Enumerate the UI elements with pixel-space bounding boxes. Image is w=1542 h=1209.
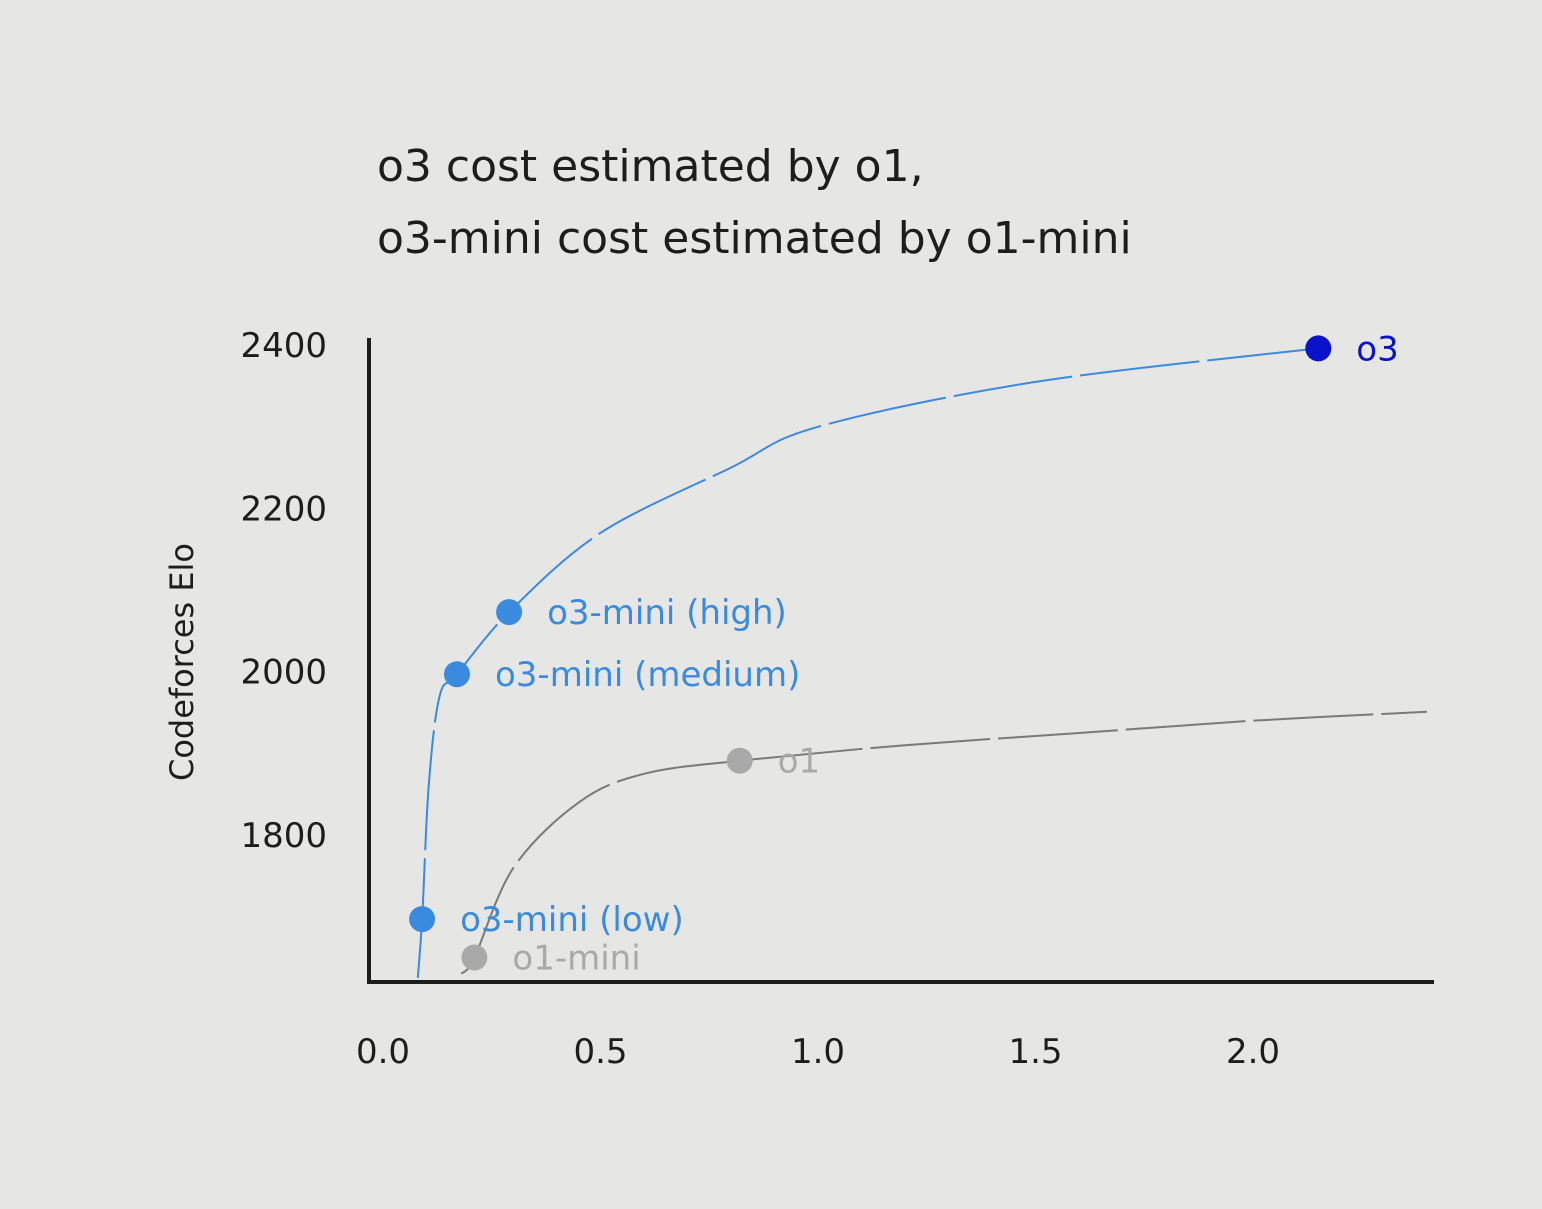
y-tick-label-2000: 2000 — [240, 653, 327, 693]
point-label-o3-mini-low: o3-mini (low) — [460, 900, 684, 940]
point-o3-mini-low — [409, 906, 436, 933]
point-o3-mini-medium — [444, 661, 470, 688]
point-label-o1-mini: o1-mini — [512, 939, 640, 979]
point-label-o3: o3 — [1356, 329, 1398, 369]
y-tick-label-2200: 2200 — [240, 490, 327, 530]
x-tick-label-2-0: 2.0 — [1226, 1032, 1280, 1072]
trend-line-1 — [416, 347, 1319, 978]
data-points — [409, 335, 1332, 971]
data-point-labels: o3-mini (low) o3-mini (medium) o3-mini (hi… — [460, 329, 1399, 978]
chart-title-line-1: o3 cost estimated by o1, — [377, 141, 924, 192]
x-tick-labels: 0.0 0.5 1.0 1.5 2.0 — [356, 1032, 1280, 1072]
y-tick-label-1800: 1800 — [240, 816, 327, 856]
trend-line-2 — [460, 710, 1428, 975]
y-tick-label-2400: 2400 — [240, 326, 327, 366]
x-tick-label-1-5: 1.5 — [1008, 1032, 1062, 1072]
y-tick-labels: 1800 2000 2200 2400 — [240, 326, 327, 856]
chart-title-line-2: o3-mini cost estimated by o1-mini — [377, 213, 1132, 264]
point-o3-mini-high — [496, 599, 523, 626]
x-tick-label-0-5: 0.5 — [573, 1032, 627, 1072]
point-o3 — [1305, 335, 1332, 362]
trend-lines — [416, 347, 1428, 978]
point-o1 — [726, 747, 753, 774]
point-label-o3-mini-medium: o3-mini (medium) — [495, 655, 800, 695]
x-tick-label-1-0: 1.0 — [791, 1032, 845, 1072]
point-label-o1: o1 — [778, 742, 820, 782]
y-axis-title: Codeforces Elo — [163, 543, 201, 781]
point-label-o3-mini-high: o3-mini (high) — [547, 593, 787, 633]
x-tick-label-0-0: 0.0 — [356, 1032, 410, 1072]
point-o1-mini — [461, 944, 488, 971]
